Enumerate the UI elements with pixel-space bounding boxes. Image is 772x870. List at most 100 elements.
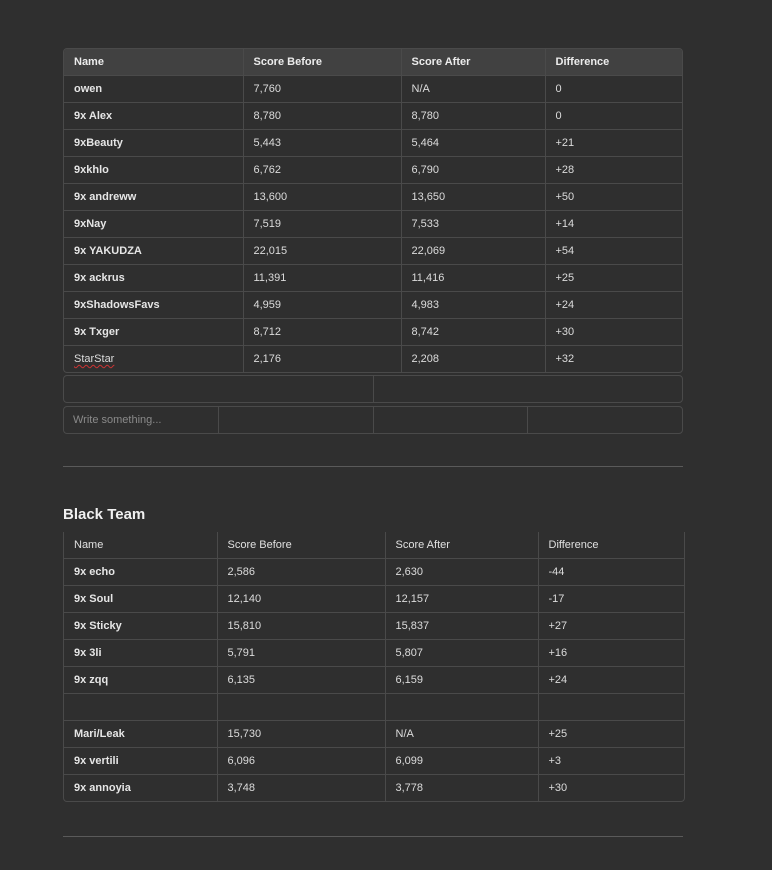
cell-difference[interactable]: +25 — [545, 264, 682, 292]
header-score-before[interactable]: Score Before — [243, 49, 402, 76]
cell-score-after[interactable]: 5,464 — [401, 129, 546, 157]
cell-difference[interactable]: +27 — [538, 612, 684, 640]
cell-difference[interactable]: 0 — [545, 75, 682, 103]
cell-name[interactable]: 9x ackrus — [64, 264, 244, 292]
cell-score-before[interactable]: 12,140 — [217, 585, 386, 613]
cell-score-before[interactable]: 6,096 — [217, 747, 386, 775]
cell-score-before[interactable]: 5,443 — [243, 129, 402, 157]
cell-difference[interactable]: +16 — [538, 639, 684, 667]
cell-score-after[interactable]: 22,069 — [401, 237, 546, 265]
empty-table-row[interactable] — [63, 375, 683, 403]
cell-score-before[interactable]: 8,712 — [243, 318, 402, 346]
table-row: 9x 3li 5,791 5,807 +16 — [64, 639, 684, 667]
cell-score-after[interactable]: 13,650 — [401, 183, 546, 211]
cell-score-before[interactable]: 2,176 — [243, 345, 402, 372]
cell-name[interactable]: 9x YAKUDZA — [64, 237, 244, 265]
cell-score-after[interactable]: 12,157 — [385, 585, 539, 613]
cell-name[interactable]: 9x vertili — [64, 747, 218, 775]
table-row: 9x vertili 6,096 6,099 +3 — [64, 747, 684, 775]
header-name[interactable]: Name — [64, 532, 218, 559]
divider — [63, 836, 683, 837]
cell-name[interactable]: 9x zqq — [64, 666, 218, 694]
cell-name[interactable] — [64, 693, 218, 721]
cell-score-before[interactable]: 2,586 — [217, 558, 386, 586]
cell-name[interactable]: 9xShadowsFavs — [64, 291, 244, 319]
cell-score-after[interactable]: 5,807 — [385, 639, 539, 667]
cell-score-before[interactable]: 6,135 — [217, 666, 386, 694]
table-header-row: Name Score Before Score After Difference — [64, 49, 682, 76]
cell-name[interactable]: 9xkhlo — [64, 156, 244, 184]
cell-name[interactable]: 9x 3li — [64, 639, 218, 667]
cell-name[interactable]: 9x Soul — [64, 585, 218, 613]
cell-score-after[interactable]: 6,099 — [385, 747, 539, 775]
cell-difference[interactable]: +50 — [545, 183, 682, 211]
cell-difference[interactable]: -17 — [538, 585, 684, 613]
cell-difference[interactable]: 0 — [545, 102, 682, 130]
cell-difference[interactable]: +28 — [545, 156, 682, 184]
cell-score-before[interactable] — [217, 693, 386, 721]
cell-difference[interactable]: +25 — [538, 720, 684, 748]
cell-name[interactable]: 9x annoyia — [64, 774, 218, 801]
cell-score-after[interactable]: 7,533 — [401, 210, 546, 238]
cell-name[interactable]: 9x Alex — [64, 102, 244, 130]
cell-score-before[interactable]: 13,600 — [243, 183, 402, 211]
cell-difference[interactable]: +24 — [545, 291, 682, 319]
cell-name[interactable]: 9x echo — [64, 558, 218, 586]
empty-cell[interactable] — [372, 407, 528, 433]
cell-score-before[interactable]: 5,791 — [217, 639, 386, 667]
header-difference[interactable]: Difference — [545, 49, 682, 76]
cell-score-before[interactable]: 15,730 — [217, 720, 386, 748]
cell-difference[interactable]: +54 — [545, 237, 682, 265]
cell-difference[interactable]: +32 — [555, 353, 575, 365]
cell-difference[interactable]: +3 — [538, 747, 684, 775]
cell-difference[interactable]: +30 — [545, 318, 682, 346]
cell-score-before[interactable]: 7,760 — [243, 75, 402, 103]
cell-score-before[interactable]: 7,519 — [243, 210, 402, 238]
cell-score-after[interactable]: 6,159 — [385, 666, 539, 694]
cell-score-after[interactable]: 4,983 — [401, 291, 546, 319]
cell-name[interactable]: 9x Sticky — [64, 612, 218, 640]
cell-score-before[interactable]: 3,748 — [217, 774, 386, 801]
cell-name[interactable]: Mari/Leak — [64, 720, 218, 748]
cell-score-after[interactable]: 2,208 — [401, 345, 546, 372]
cell-score-before[interactable]: 22,015 — [243, 237, 402, 265]
empty-cell[interactable] — [372, 376, 683, 402]
cell-difference[interactable]: +24 — [538, 666, 684, 694]
new-row-editor[interactable]: Write something... — [63, 406, 683, 434]
cell-score-before[interactable]: 8,780 — [243, 102, 402, 130]
cell-score-before[interactable]: 11,391 — [243, 264, 402, 292]
cell-score-after[interactable]: N/A — [385, 720, 539, 748]
header-difference[interactable]: Difference — [538, 532, 684, 559]
cell-score-before[interactable]: 4,959 — [243, 291, 402, 319]
cell-name[interactable]: 9x andreww — [64, 183, 244, 211]
cell-name[interactable]: 9xNay — [64, 210, 244, 238]
cell-score-after[interactable]: 15,837 — [385, 612, 539, 640]
header-name[interactable]: Name — [64, 49, 244, 76]
header-score-after[interactable]: Score After — [401, 49, 546, 76]
cell-difference[interactable] — [538, 693, 684, 721]
cell-difference[interactable]: +14 — [545, 210, 682, 238]
cell-difference[interactable]: -44 — [538, 558, 684, 586]
cell-score-after[interactable]: 8,780 — [401, 102, 546, 130]
empty-cell[interactable] — [217, 407, 373, 433]
cell-name[interactable]: 9xBeauty — [64, 129, 244, 157]
cell-name[interactable]: StarStar — [64, 345, 244, 372]
cell-score-after[interactable]: 8,742 — [401, 318, 546, 346]
cell-score-after[interactable] — [385, 693, 539, 721]
cell-score-after[interactable]: N/A — [401, 75, 546, 103]
empty-cell[interactable] — [527, 407, 682, 433]
cell-name[interactable]: owen — [64, 75, 244, 103]
empty-cell[interactable] — [64, 376, 373, 402]
cell-score-before[interactable]: 15,810 — [217, 612, 386, 640]
cell-score-after[interactable]: 6,790 — [401, 156, 546, 184]
write-something-input[interactable]: Write something... — [73, 414, 162, 426]
cell-score-after[interactable]: 11,416 — [401, 264, 546, 292]
header-score-before[interactable]: Score Before — [217, 532, 386, 559]
cell-name[interactable]: 9x Txger — [64, 318, 244, 346]
cell-score-before[interactable]: 6,762 — [243, 156, 402, 184]
cell-difference[interactable]: +30 — [548, 782, 568, 794]
cell-score-after[interactable]: 2,630 — [385, 558, 539, 586]
cell-difference[interactable]: +21 — [545, 129, 682, 157]
cell-score-after[interactable]: 3,778 — [385, 774, 539, 801]
header-score-after[interactable]: Score After — [385, 532, 539, 559]
